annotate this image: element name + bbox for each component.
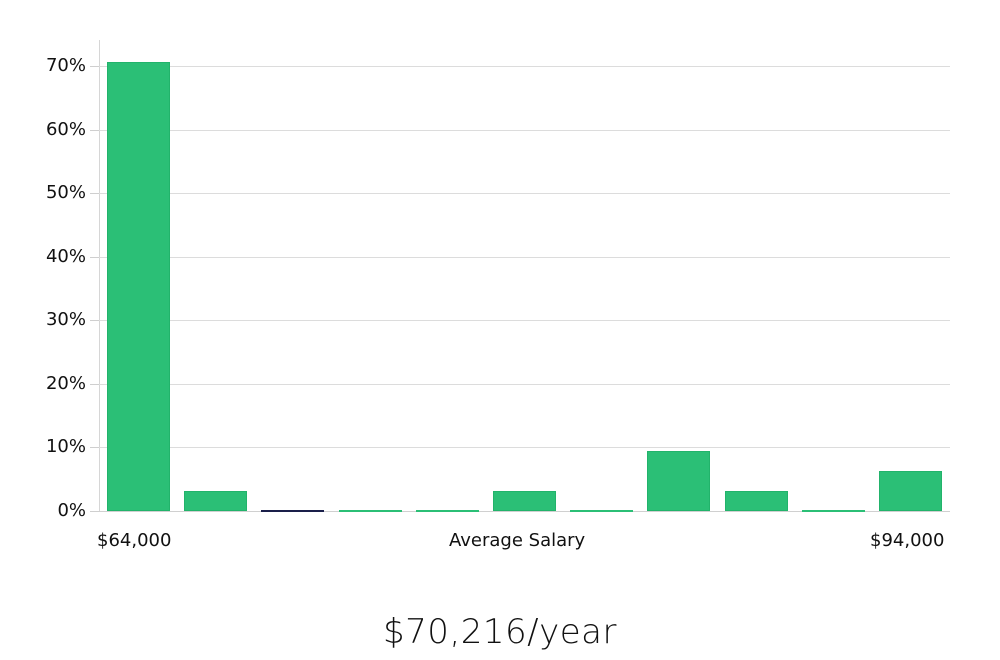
y-tick-mark [90,511,99,512]
x-axis-label: Average Salary [449,530,586,551]
y-tick-mark [90,257,99,258]
histogram-bar [647,451,710,511]
y-tick-mark [90,130,99,131]
gridline [92,384,950,385]
y-axis-line [99,40,100,512]
gridline [92,257,950,258]
y-tick-label: 10% [45,436,86,457]
histogram-bar [261,510,324,512]
histogram-bar [570,510,633,512]
y-tick-label: 30% [45,309,86,330]
y-tick-label: 50% [45,182,86,203]
y-tick-label: 60% [45,119,86,140]
salary-histogram: 0% 10% 20% 30% 40% 50% 60% 70% $64,000 Average … [45,40,950,551]
gridline [92,320,950,321]
gridline [92,130,950,131]
gridline [92,66,950,67]
histogram-bar [107,62,170,511]
x-axis-line [92,511,950,512]
y-tick-mark [90,193,99,194]
y-tick-label: 0% [57,500,86,521]
y-tick-mark [90,66,99,67]
histogram-bar [725,491,788,511]
histogram-bar [416,510,479,512]
gridline [92,193,950,194]
x-max-label: $94,000 [870,530,945,551]
y-tick-label: 40% [45,246,86,267]
y-tick-mark [90,320,99,321]
y-tick-label: 70% [45,55,86,76]
histogram-bar [802,510,865,512]
histogram-bar [339,510,402,512]
y-tick-label: 20% [45,373,86,394]
y-tick-mark [90,384,99,385]
y-tick-mark [90,447,99,448]
average-salary-value: $70,216/year [383,612,617,652]
gridline [92,447,950,448]
x-min-label: $64,000 [97,530,172,551]
histogram-bar [493,491,556,511]
histogram-bar [184,491,247,511]
histogram-bar [879,470,942,511]
